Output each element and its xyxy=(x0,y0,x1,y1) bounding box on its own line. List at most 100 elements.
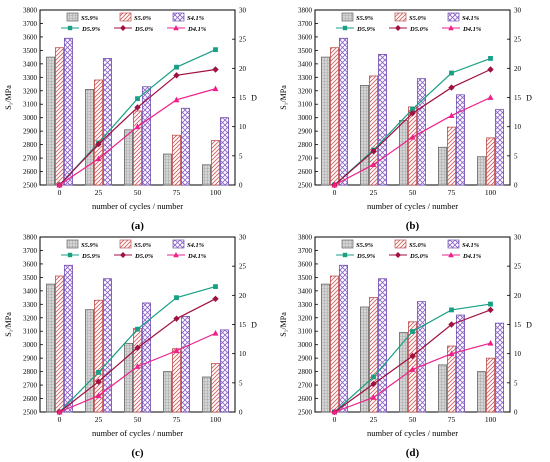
legend: S5.9% S5.0% S4.1% D5.9% D5.0% D4.1% xyxy=(336,12,482,33)
y2-tick-label: 25 xyxy=(239,36,247,44)
y-tick-label: 3500 xyxy=(23,274,38,282)
panel-label: (b) xyxy=(406,220,420,232)
y2-tick-label: 15 xyxy=(514,321,522,329)
legend-label: D5.9% xyxy=(81,26,101,33)
bar-3-75 xyxy=(180,316,190,413)
point-5-100 xyxy=(487,66,494,73)
y-tick-label: 2500 xyxy=(298,409,313,417)
y2-tick-label: 10 xyxy=(514,350,522,358)
bar-1-25 xyxy=(85,309,95,413)
point-6-0 xyxy=(56,408,63,415)
point-4-25 xyxy=(371,374,376,380)
y-tick-label: 3700 xyxy=(298,247,313,255)
y-tick-label: 3200 xyxy=(298,314,313,322)
y-tick-label: 2900 xyxy=(298,355,313,363)
x-tick-label: 100 xyxy=(210,188,222,197)
y2-tick-label: 15 xyxy=(514,94,522,102)
legend-marker xyxy=(395,25,401,31)
x-tick-label: 50 xyxy=(409,188,417,197)
x-axis-title: number of cycles / number xyxy=(92,428,183,438)
y2-tick-label: 30 xyxy=(514,234,522,242)
y-tick-label: 3700 xyxy=(298,20,313,28)
point-6-100 xyxy=(487,94,494,100)
point-4-50 xyxy=(410,106,415,112)
legend-swatch xyxy=(341,12,354,22)
x-tick-label: 50 xyxy=(134,188,142,197)
y-tick-label: 2700 xyxy=(23,155,38,163)
panel-label: (a) xyxy=(131,220,144,232)
bar-1-100 xyxy=(202,376,212,413)
legend-swatch xyxy=(341,239,354,249)
y-tick-label: 2500 xyxy=(23,182,38,190)
y2-tick-label: 10 xyxy=(239,123,247,131)
legend-label: S5.0% xyxy=(409,15,427,22)
y-axis-title: S₁/MPa xyxy=(4,85,13,110)
legend-label: D4.1% xyxy=(462,253,482,260)
bar-3-25 xyxy=(377,54,387,186)
legend-marker xyxy=(448,25,454,31)
x-tick-label: 25 xyxy=(370,188,378,197)
y2-tick-label: 20 xyxy=(239,65,247,73)
legend-label: D5.0% xyxy=(409,26,429,33)
legend-label: S4.1% xyxy=(187,15,205,22)
chart-panel-b: 2500260027002800290030003100320033003400… xyxy=(279,7,532,233)
point-6-75 xyxy=(448,350,455,357)
y-tick-label: 2700 xyxy=(298,155,313,163)
legend-label: D4.1% xyxy=(187,253,207,260)
y-tick-label: 3400 xyxy=(23,287,38,295)
y-tick-label: 3300 xyxy=(23,74,38,82)
y2-tick-label: 0 xyxy=(239,409,243,417)
bar-3-75 xyxy=(455,314,465,413)
bar-2-0 xyxy=(55,47,64,186)
point-4-25 xyxy=(96,369,101,375)
y-tick-label: 3800 xyxy=(298,7,313,15)
x-tick-label: 25 xyxy=(95,415,103,424)
point-5-100 xyxy=(212,66,219,73)
y2-tick-label: 15 xyxy=(239,321,247,329)
point-6-0 xyxy=(331,181,338,188)
point-5-100 xyxy=(212,295,219,303)
bar-3-50 xyxy=(141,302,151,413)
point-4-50 xyxy=(135,96,140,102)
bar-3-50 xyxy=(416,301,426,413)
legend-swatch xyxy=(394,239,407,249)
bar-3-100 xyxy=(219,329,229,413)
point-4-100 xyxy=(213,284,218,289)
y-tick-label: 3300 xyxy=(298,301,313,309)
bar-1-25 xyxy=(85,89,95,186)
y-tick-label: 3100 xyxy=(23,328,38,336)
bar-3-0 xyxy=(338,264,348,413)
y2-tick-label: 25 xyxy=(514,263,522,271)
legend-marker xyxy=(342,25,348,31)
legend-label: D5.9% xyxy=(356,26,376,33)
point-6-50 xyxy=(134,363,141,369)
point-5-75 xyxy=(173,315,180,322)
y-tick-label: 2800 xyxy=(23,368,38,376)
y-tick-label: 3400 xyxy=(298,287,313,295)
y2-tick-label: 30 xyxy=(514,7,522,15)
bar-2-50 xyxy=(408,106,417,186)
bar-2-0 xyxy=(55,275,64,413)
y-tick-label: 3000 xyxy=(23,341,38,349)
y-tick-label: 2700 xyxy=(298,382,313,390)
y-axis-title: S₁/MPa xyxy=(4,312,13,337)
y-tick-label: 3600 xyxy=(298,33,313,41)
y2-tick-label: 0 xyxy=(239,182,243,190)
bar-2-75 xyxy=(447,126,456,186)
legend-swatch xyxy=(172,239,185,249)
x-tick-label: 0 xyxy=(333,415,337,424)
y-tick-label: 2500 xyxy=(298,182,313,190)
point-5-75 xyxy=(173,72,180,79)
legend-marker xyxy=(342,252,348,258)
bar-1-100 xyxy=(477,371,487,413)
x-tick-label: 50 xyxy=(134,415,142,424)
bar-1-25 xyxy=(360,84,370,186)
y2-tick-label: 30 xyxy=(239,7,247,15)
point-4-100 xyxy=(488,301,493,307)
y-tick-label: 2600 xyxy=(23,395,38,403)
y-tick-label: 3700 xyxy=(23,247,38,255)
bar-2-25 xyxy=(94,79,103,186)
y-tick-label: 2900 xyxy=(23,128,38,136)
bar-3-50 xyxy=(141,86,151,186)
